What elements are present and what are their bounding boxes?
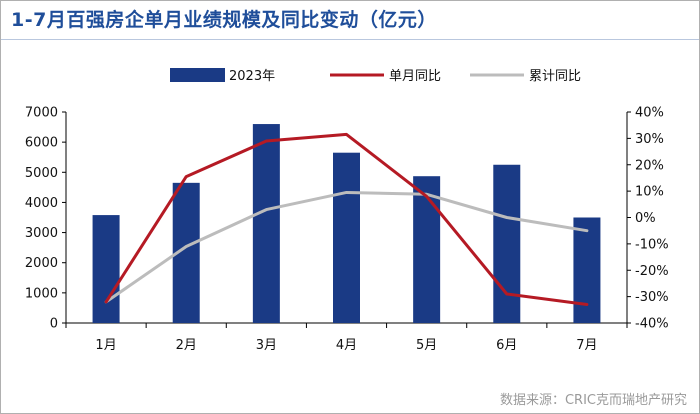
right-tick-label: -30% — [635, 290, 669, 305]
right-tick-label: 0% — [635, 211, 656, 226]
left-tick-label: 4000 — [25, 196, 58, 211]
x-tick-label: 4月 — [336, 338, 357, 353]
left-tick-label: 1000 — [25, 286, 58, 301]
right-tick-label: 20% — [635, 158, 664, 173]
bar — [92, 215, 120, 323]
x-tick-label: 5月 — [416, 338, 437, 353]
cumulative-yoy-line — [104, 190, 589, 304]
x-tick-label: 1月 — [95, 338, 116, 353]
monthly-yoy-line — [104, 132, 589, 307]
legend-label-monthly: 单月同比 — [389, 69, 441, 84]
line-series — [104, 132, 589, 307]
right-tick-label: -20% — [635, 264, 669, 279]
right-tick-label: -10% — [635, 237, 669, 252]
left-tick-label: 3000 — [25, 226, 58, 241]
source-note: 数据来源：CRIC克而瑞地产研究 — [499, 393, 687, 408]
bar — [413, 176, 441, 323]
x-tick-label: 2月 — [176, 338, 197, 353]
x-tick-label: 3月 — [256, 338, 277, 353]
left-tick-label: 2000 — [25, 256, 58, 271]
bar — [252, 124, 280, 323]
legend: 2023年 单月同比 累计同比 — [170, 68, 581, 84]
legend-label-cumulative: 累计同比 — [529, 69, 581, 84]
right-tick-label: -40% — [635, 317, 669, 332]
legend-label-bar: 2023年 — [229, 69, 275, 84]
left-tick-label: 7000 — [25, 106, 58, 121]
left-tick-label: 5000 — [25, 166, 58, 181]
bar — [333, 152, 360, 323]
right-tick-label: 10% — [635, 185, 664, 200]
x-tick-label: 6月 — [496, 338, 517, 353]
bar — [493, 164, 521, 323]
bar-series — [92, 124, 601, 323]
left-tick-label: 0 — [50, 317, 58, 332]
right-tick-label: 40% — [635, 106, 664, 121]
chart-title: 1-7月百强房企单月业绩规模及同比变动（亿元） — [11, 9, 437, 31]
bar — [573, 217, 601, 323]
title-divider — [1, 39, 699, 40]
legend-swatch-bar — [170, 68, 225, 82]
right-tick-label: 30% — [635, 132, 664, 147]
x-tick-label: 7月 — [576, 338, 597, 353]
left-tick-label: 6000 — [25, 136, 58, 151]
